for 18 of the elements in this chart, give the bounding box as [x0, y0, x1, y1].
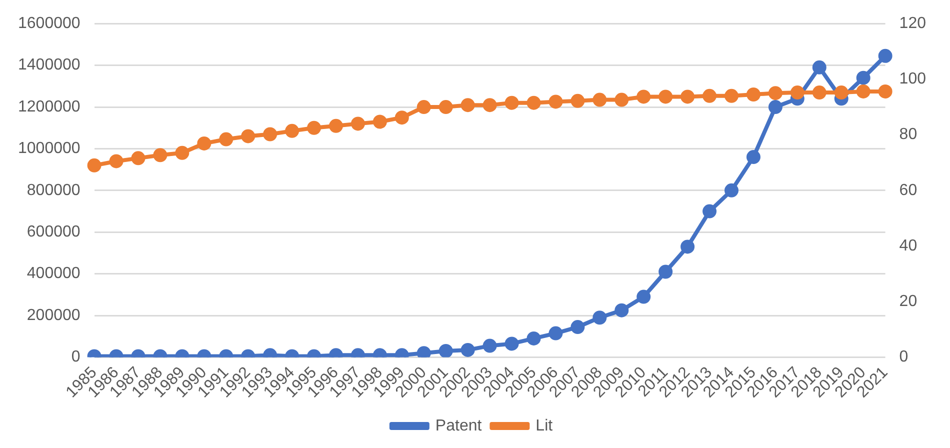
y-tick-label: 400000: [26, 265, 80, 282]
y2-tick-label: 120: [899, 15, 926, 32]
y2-tick-label: 40: [899, 237, 918, 254]
y-tick-label: 1200000: [18, 98, 80, 116]
y2-tick-label: 20: [899, 293, 918, 310]
y-tick-label: 1400000: [18, 56, 80, 74]
legend-label: Lit: [536, 417, 554, 434]
y2-tick-label: 0: [899, 348, 908, 366]
y-tick-label: 0: [71, 348, 80, 366]
y-tick-label: 1000000: [18, 140, 80, 158]
y-tick-label: 600000: [26, 224, 80, 241]
y-tick-label: 800000: [26, 182, 80, 199]
y2-tick-label: 100: [899, 70, 926, 88]
y2-tick-label: 80: [899, 126, 918, 144]
y-tick-label: 200000: [26, 306, 80, 324]
y2-tick-label: 60: [899, 182, 918, 199]
y-tick-label: 1600000: [18, 15, 80, 32]
legend-label: Patent: [435, 417, 482, 434]
